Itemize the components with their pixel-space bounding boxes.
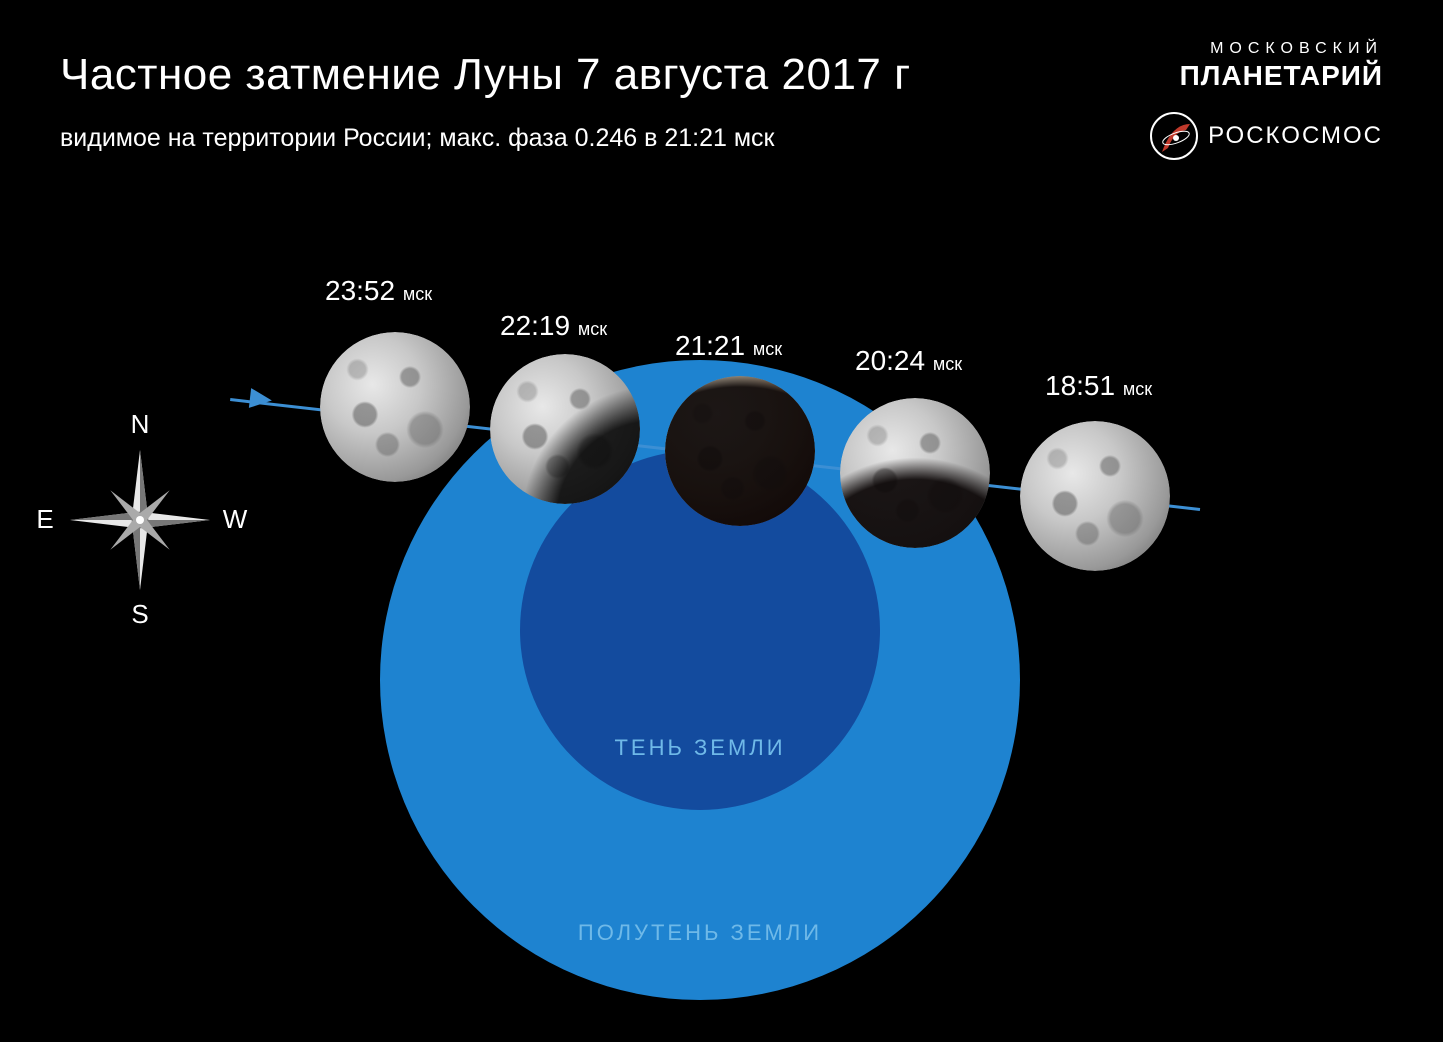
compass-label-n: N	[125, 409, 155, 440]
moon-time-label: 21:21 мск	[675, 330, 782, 362]
moon-time-label: 20:24 мск	[855, 345, 962, 377]
compass-label-s: S	[125, 599, 155, 630]
moon-time-label: 18:51 мск	[1045, 370, 1152, 402]
moon-phase	[840, 398, 990, 548]
moon-time-label: 22:19 мск	[500, 310, 607, 342]
trajectory-arrowhead-icon	[249, 388, 273, 410]
moon-phase	[320, 332, 470, 482]
eclipse-diagram: ТЕНЬ ЗЕМЛИ ПОЛУТЕНЬ ЗЕМЛИ 18:51 мск 20:24 м…	[0, 0, 1443, 1042]
moon-phase	[665, 376, 815, 526]
compass-rose-icon	[70, 450, 210, 590]
compass-label-e: E	[30, 504, 60, 535]
moon-time-label: 23:52 мск	[325, 275, 432, 307]
moon-phase	[1020, 421, 1170, 571]
umbra-label: ТЕНЬ ЗЕМЛИ	[550, 735, 850, 761]
compass-label-w: W	[220, 504, 250, 535]
penumbra-label: ПОЛУТЕНЬ ЗЕМЛИ	[550, 920, 850, 946]
moon-phase	[490, 354, 640, 504]
